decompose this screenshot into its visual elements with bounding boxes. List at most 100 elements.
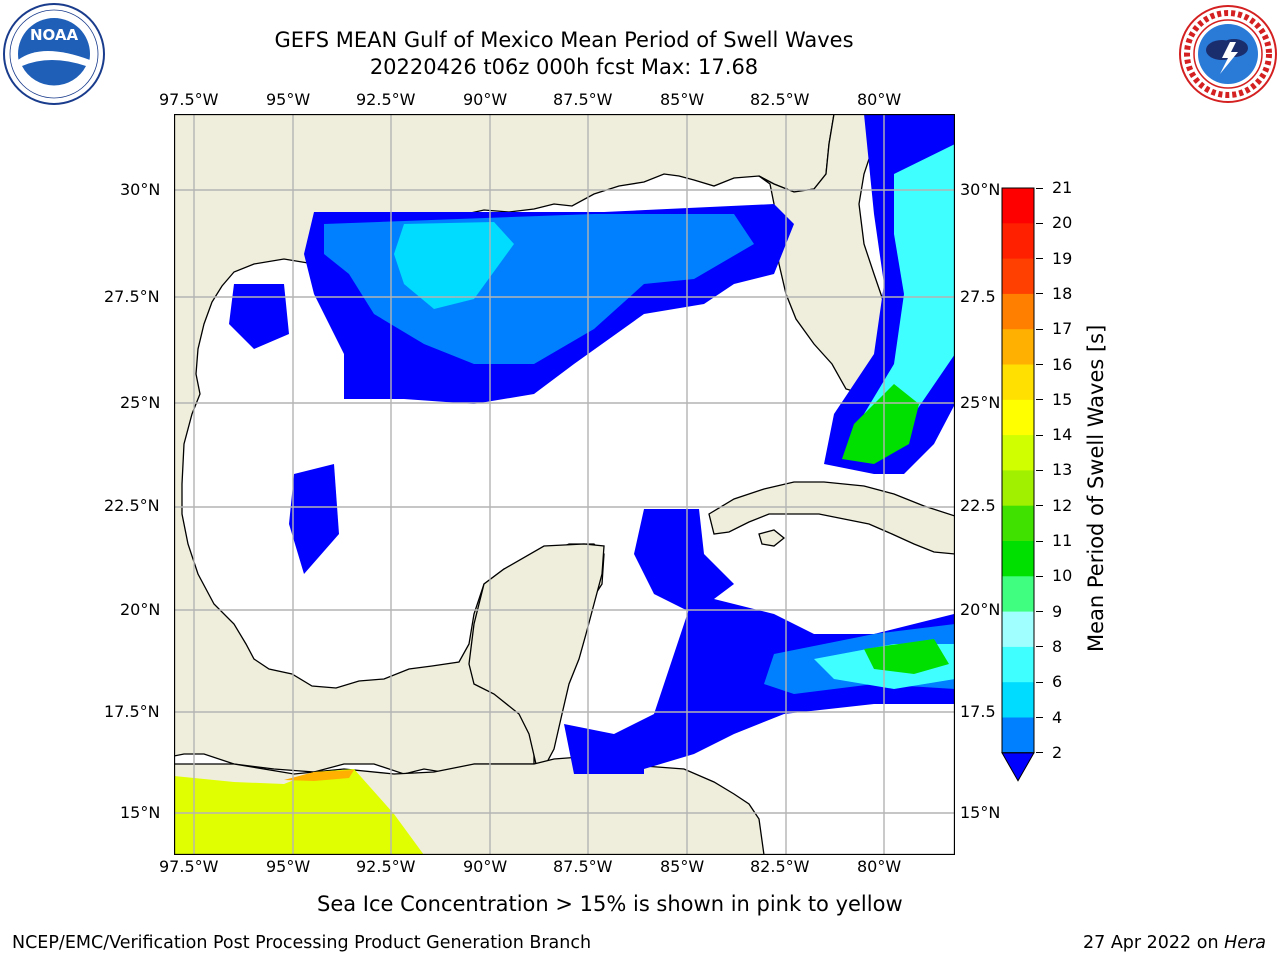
lat-tick-left-2: 25°N: [120, 393, 161, 412]
noaa-logo: NOAA: [2, 2, 106, 106]
colorbar-tick-mark: [1036, 222, 1043, 224]
lat-tick-left-4: 20°N: [120, 600, 161, 619]
colorbar-band-9-10: [1002, 576, 1034, 613]
title-line-1: GEFS MEAN Gulf of Mexico Mean Period of …: [274, 28, 854, 52]
colorbar-tick-label: 18: [1052, 283, 1073, 303]
lat-tick-right-5: 17.5: [960, 702, 996, 721]
lon-tick-top-1: 95°W: [266, 90, 311, 109]
lat-tick-right-0: 30°N: [960, 180, 1001, 199]
lon-tick-top-5: 85°W: [660, 90, 705, 109]
colorbar-band-8-9: [1002, 611, 1034, 648]
colorbar-tick-label: 6: [1052, 672, 1063, 692]
colorbar: [1000, 186, 1040, 786]
lat-tick-left-5: 17.5°N: [104, 702, 160, 721]
colorbar-tick-mark: [1036, 752, 1043, 754]
colorbar-tick-label: 8: [1052, 636, 1063, 656]
lon-tick-top-3: 90°W: [463, 90, 508, 109]
colorbar-tick-label: 16: [1052, 354, 1073, 374]
colorbar-tick-mark: [1036, 469, 1043, 471]
lon-tick-bottom-2: 92.5°W: [356, 857, 416, 876]
colorbar-tick-mark: [1036, 258, 1043, 260]
colorbar-tick-mark: [1036, 434, 1043, 436]
lon-tick-bottom-7: 80°W: [857, 857, 902, 876]
colorbar-tick-mark: [1036, 293, 1043, 295]
colorbar-tick-mark: [1036, 575, 1043, 577]
land-isle-of-youth: [758, 529, 786, 547]
colorbar-band-15-16: [1002, 364, 1034, 401]
colorbar-tick-label: 20: [1052, 213, 1073, 233]
lon-tick-top-2: 92.5°W: [356, 90, 416, 109]
lon-tick-bottom-1: 95°W: [266, 857, 311, 876]
colorbar-tick-label: 19: [1052, 248, 1073, 268]
colorbar-tick-label: 13: [1052, 460, 1073, 480]
map-panel: [174, 114, 955, 855]
title-line-2: 20220426 t06z 000h fcst Max: 17.68: [369, 55, 759, 79]
colorbar-tick-label: 2: [1052, 742, 1063, 762]
colorbar-tick-mark: [1036, 399, 1043, 401]
colorbar-label: Mean Period of Swell Waves [s]: [1084, 324, 1108, 652]
land-florida: [758, 114, 887, 395]
land-cuba: [708, 481, 955, 555]
colorbar-tick-mark: [1036, 505, 1043, 507]
lon-tick-top-7: 80°W: [857, 90, 902, 109]
lat-tick-right-2: 25°N: [960, 393, 1001, 412]
colorbar-tick-mark: [1036, 611, 1043, 613]
colorbar-band-13-14: [1002, 435, 1034, 471]
colorbar-tick-label: 12: [1052, 495, 1073, 515]
colorbar-svg: [1001, 187, 1035, 782]
colorbar-band-16-17: [1002, 329, 1034, 365]
colorbar-band-11-12: [1002, 505, 1034, 542]
colorbar-tick-label: 11: [1052, 531, 1073, 550]
colorbar-band-2-4: [1002, 717, 1034, 754]
colorbar-tick-label: 21: [1052, 178, 1073, 197]
colorbar-tick-mark: [1036, 364, 1043, 365]
lon-tick-top-0: 97.5°W: [159, 90, 219, 109]
lat-tick-left-1: 27.5°N: [104, 287, 160, 306]
colorbar-tick-mark: [1036, 328, 1043, 330]
lon-tick-top-6: 82.5°W: [750, 90, 810, 109]
colorbar-tick-mark: [1036, 646, 1043, 648]
lat-tick-left-6: 15°N: [120, 803, 161, 822]
gridlines: [174, 114, 955, 855]
colorbar-band-10-11: [1002, 541, 1034, 577]
colorbar-band-14-15: [1002, 399, 1034, 436]
colorbar-band-12-13: [1002, 470, 1034, 507]
colorbar-tick-label: 9: [1052, 601, 1063, 621]
footer-date: 27 Apr 2022 on: [1082, 933, 1219, 953]
sea-ice-caption: Sea Ice Concentration > 15% is shown in …: [317, 892, 903, 916]
lat-tick-right-4: 20°N: [960, 600, 1001, 619]
colorbar-band-19-20: [1002, 223, 1034, 260]
sea-ice-region: [174, 769, 424, 855]
colorbar-under-arrow: [1001, 752, 1035, 782]
colorbar-band-4-6: [1002, 682, 1034, 718]
lat-tick-right-3: 22.5: [960, 496, 996, 515]
map-frame: [174, 114, 955, 855]
colorbar-tick-label: 15: [1052, 389, 1073, 409]
colorbar-tick-label: 17: [1052, 319, 1073, 339]
colorbar-tick-mark: [1036, 187, 1043, 189]
map-svg: [174, 114, 955, 855]
footer-host: Hera: [1224, 933, 1266, 953]
colorbar-tick-label: 14: [1052, 425, 1073, 445]
lat-tick-right-1: 27.5: [960, 287, 996, 306]
colorbar-tick-mark: [1036, 717, 1043, 718]
colorbar-tick-mark: [1036, 681, 1043, 683]
land-yucatan: [468, 543, 605, 765]
colorbar-tick-mark: [1036, 540, 1043, 542]
lon-tick-top-4: 87.5°W: [553, 90, 613, 109]
lat-tick-right-6: 15°N: [960, 803, 1001, 822]
colorbar-frame: [1001, 187, 1035, 754]
lon-tick-bottom-3: 90°W: [463, 857, 508, 876]
lon-tick-bottom-6: 82.5°W: [750, 857, 810, 876]
lon-tick-bottom-0: 97.5°W: [159, 857, 219, 876]
lat-tick-left-0: 30°N: [120, 180, 161, 199]
lon-tick-bottom-5: 85°W: [660, 857, 705, 876]
colorbar-band-20-21: [1002, 188, 1034, 224]
footer-left: NCEP/EMC/Verification Post Processing Pr…: [12, 933, 592, 953]
colorbar-tick-label: 10: [1052, 566, 1073, 586]
footer-right: 27 Apr 2022 on Hera: [1083, 933, 1266, 953]
nws-logo: [1176, 2, 1280, 106]
noaa-logo-text: NOAA: [30, 26, 79, 44]
colorbar-tick-label: 4: [1052, 707, 1063, 727]
colorbar-band-18-19: [1002, 258, 1034, 295]
